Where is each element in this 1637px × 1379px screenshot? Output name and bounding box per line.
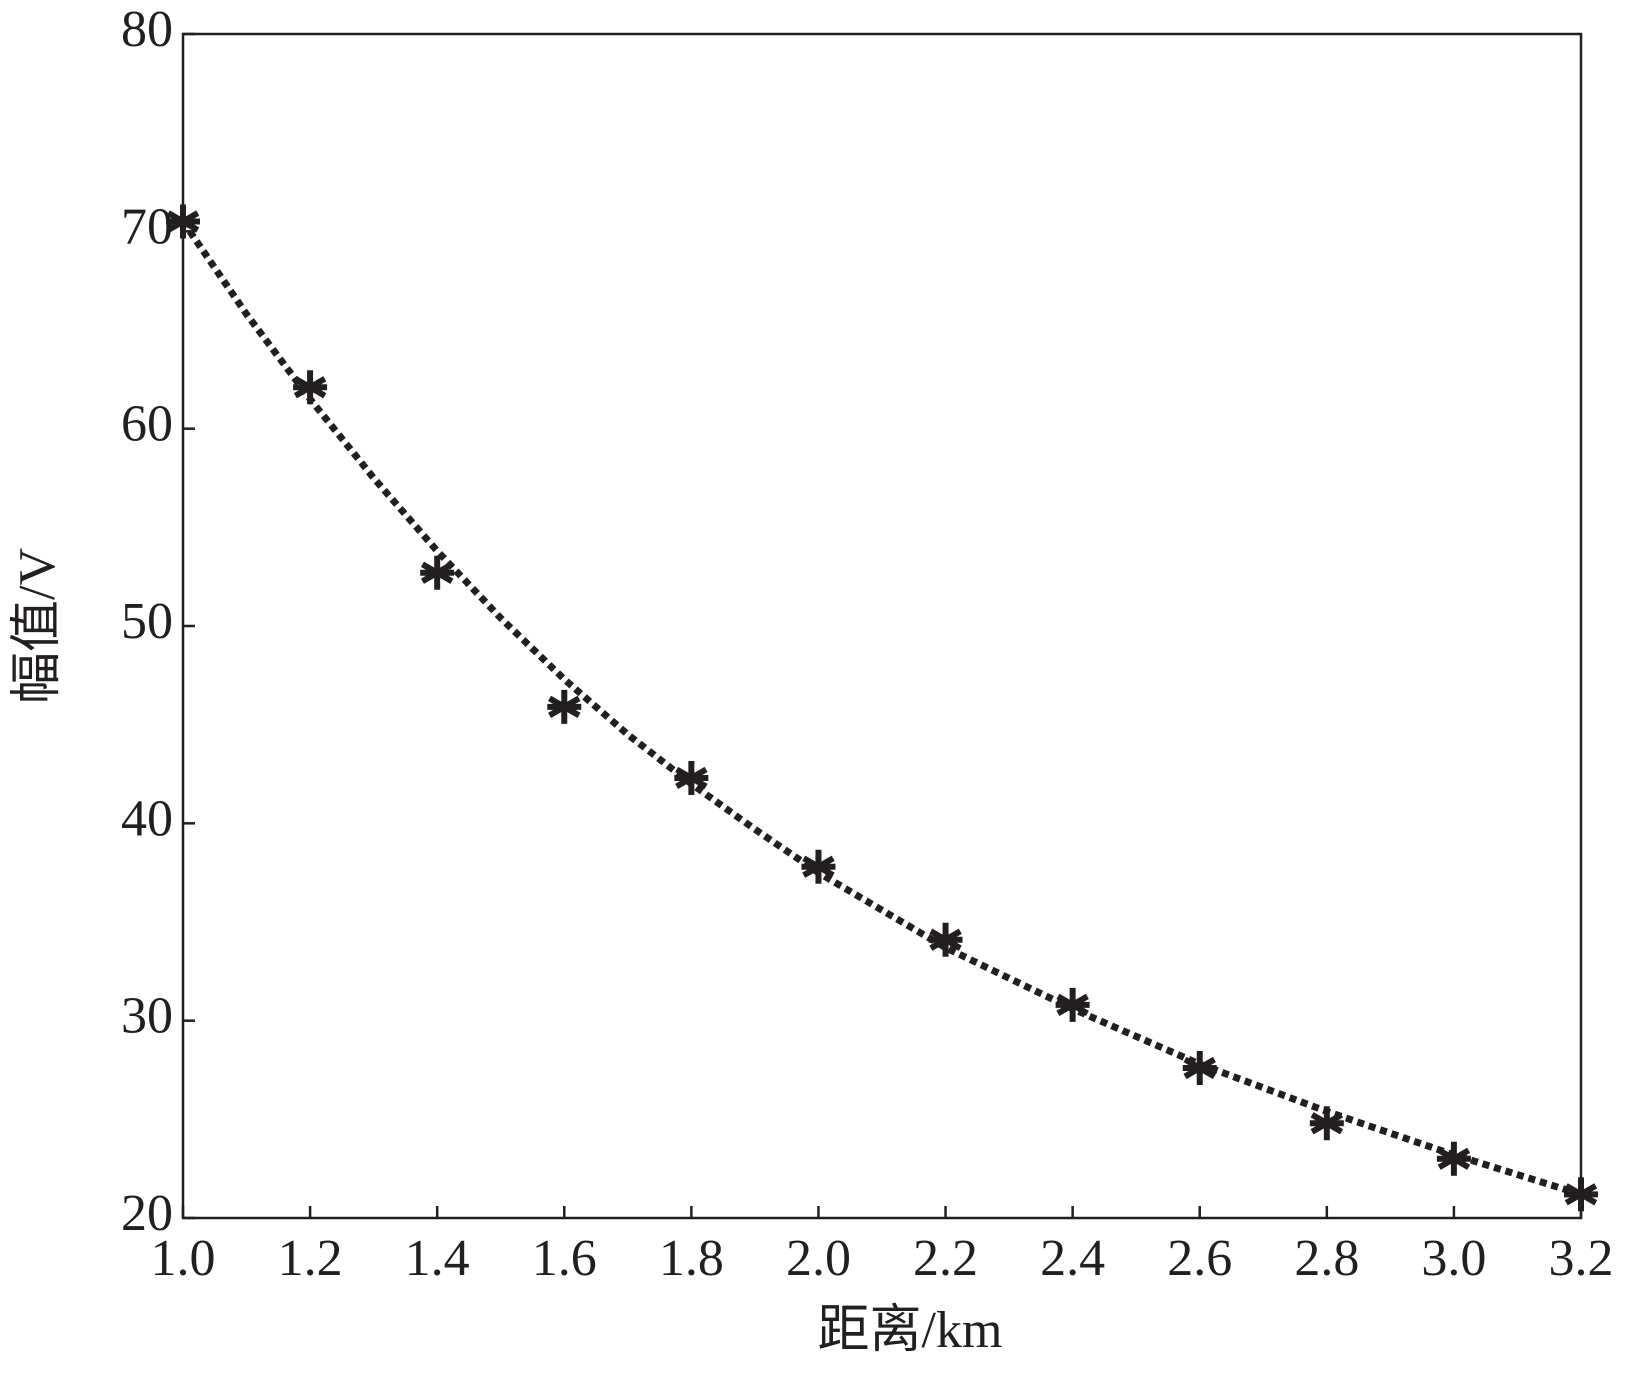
x-tick-label: 1.2 — [278, 1230, 343, 1287]
data-point — [420, 555, 455, 590]
x-tick-label: 2.8 — [1294, 1230, 1359, 1287]
y-tick-label: 20 — [121, 1185, 173, 1242]
x-tick-label: 2.4 — [1040, 1230, 1105, 1287]
data-point — [547, 689, 582, 724]
y-tick-label: 70 — [121, 198, 173, 255]
y-tick-label: 60 — [121, 396, 173, 453]
x-tick-label: 1.8 — [659, 1230, 724, 1287]
y-tick-label: 30 — [121, 988, 173, 1045]
x-tick-label: 3.0 — [1421, 1230, 1486, 1287]
x-tick-label: 1.4 — [405, 1230, 470, 1287]
x-tick-label: 1.6 — [532, 1230, 597, 1287]
data-point — [1436, 1141, 1471, 1176]
x-tick-label: 2.6 — [1167, 1230, 1232, 1287]
data-point — [1564, 1177, 1598, 1212]
y-axis-label: 幅值/V — [9, 548, 66, 704]
x-tick-label: 1.0 — [151, 1230, 216, 1287]
data-point — [1182, 1051, 1217, 1086]
y-tick-label: 40 — [121, 790, 173, 847]
fit-curve — [180, 219, 1583, 1198]
x-axis-label: 距离/km — [818, 1302, 1003, 1359]
x-tick-label: 2.2 — [913, 1230, 978, 1287]
plot-frame — [181, 32, 1583, 1220]
x-tick-label: 3.2 — [1549, 1230, 1614, 1287]
y-tick-label: 50 — [121, 593, 173, 650]
x-tick-label: 2.0 — [786, 1230, 851, 1287]
y-tick-label: 80 — [121, 1, 173, 58]
